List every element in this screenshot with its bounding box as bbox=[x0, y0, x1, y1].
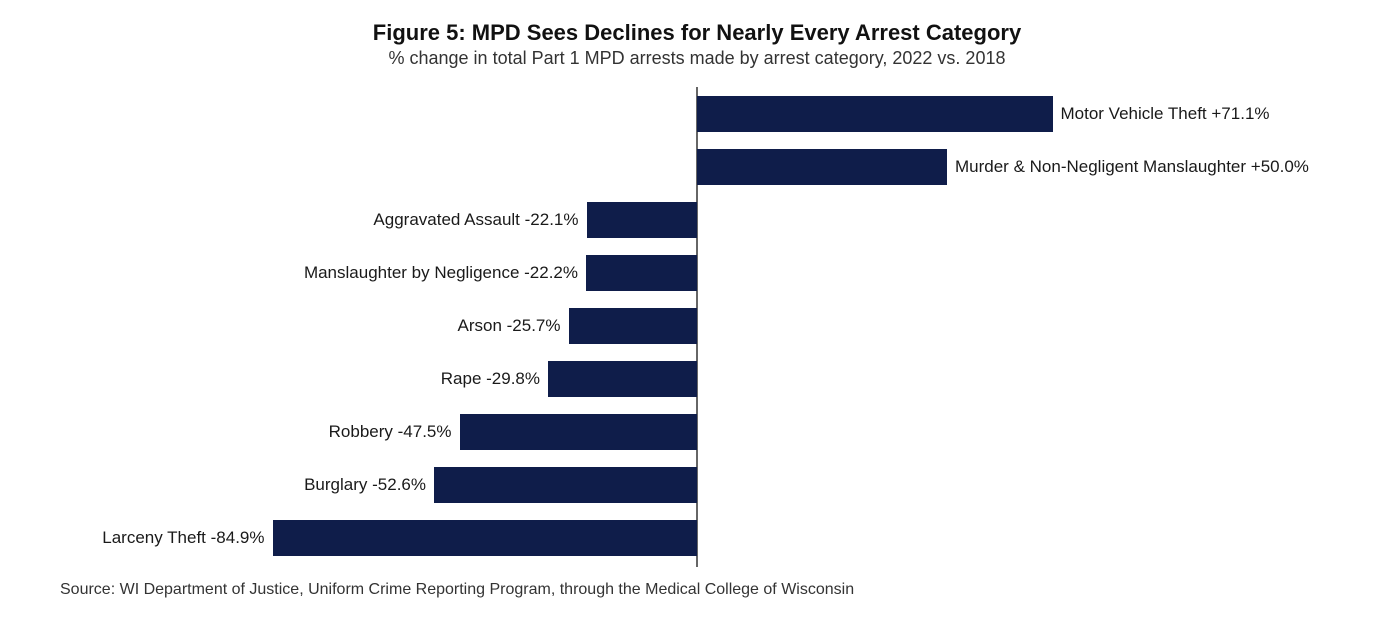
bar-row: Robbery -47.5% bbox=[197, 414, 1197, 450]
bar-label: Motor Vehicle Theft +71.1% bbox=[1061, 105, 1270, 122]
bar-label: Burglary -52.6% bbox=[304, 476, 426, 493]
bar-row: Arson -25.7% bbox=[197, 308, 1197, 344]
bar bbox=[697, 96, 1053, 132]
bar-row: Motor Vehicle Theft +71.1% bbox=[197, 96, 1197, 132]
bar-value: -29.8% bbox=[481, 369, 540, 388]
chart-source: Source: WI Department of Justice, Unifor… bbox=[60, 581, 1334, 599]
bar-category: Aggravated Assault bbox=[373, 210, 519, 229]
bar-value: +71.1% bbox=[1207, 104, 1270, 123]
bar-value: -22.1% bbox=[520, 210, 579, 229]
bar bbox=[273, 520, 698, 556]
bar-label: Larceny Theft -84.9% bbox=[102, 529, 264, 546]
bar-value: -22.2% bbox=[519, 263, 578, 282]
figure-5-chart: Figure 5: MPD Sees Declines for Nearly E… bbox=[0, 0, 1394, 627]
bar-row: Manslaughter by Negligence -22.2% bbox=[197, 255, 1197, 291]
chart-plot-area: Motor Vehicle Theft +71.1% Murder & Non-N… bbox=[197, 87, 1197, 567]
bar-value: -47.5% bbox=[393, 422, 452, 441]
bar-row: Aggravated Assault -22.1% bbox=[197, 202, 1197, 238]
bar-value: -84.9% bbox=[206, 528, 265, 547]
bar bbox=[587, 202, 698, 238]
bar bbox=[697, 149, 947, 185]
bar bbox=[460, 414, 698, 450]
bar-label: Robbery -47.5% bbox=[329, 423, 452, 440]
bar-category: Rape bbox=[441, 369, 482, 388]
bar-category: Burglary bbox=[304, 475, 367, 494]
bar-row: Larceny Theft -84.9% bbox=[197, 520, 1197, 556]
bar-category: Robbery bbox=[329, 422, 393, 441]
bar-row: Burglary -52.6% bbox=[197, 467, 1197, 503]
chart-subtitle: % change in total Part 1 MPD arrests mad… bbox=[60, 48, 1334, 69]
bar-category: Murder & Non-Negligent Manslaughter bbox=[955, 157, 1246, 176]
bar bbox=[569, 308, 698, 344]
bar-value: -25.7% bbox=[502, 316, 561, 335]
bar-row: Rape -29.8% bbox=[197, 361, 1197, 397]
bar-label: Arson -25.7% bbox=[457, 317, 560, 334]
bar-category: Motor Vehicle Theft bbox=[1061, 104, 1207, 123]
bar-value: +50.0% bbox=[1246, 157, 1309, 176]
bar-category: Larceny Theft bbox=[102, 528, 206, 547]
bar-value: -52.6% bbox=[367, 475, 426, 494]
bar-label: Aggravated Assault -22.1% bbox=[373, 211, 578, 228]
bar-category: Arson bbox=[457, 316, 501, 335]
bar-label: Manslaughter by Negligence -22.2% bbox=[304, 264, 578, 281]
bar bbox=[434, 467, 697, 503]
bar-row: Murder & Non-Negligent Manslaughter +50.… bbox=[197, 149, 1197, 185]
chart-title: Figure 5: MPD Sees Declines for Nearly E… bbox=[60, 20, 1334, 46]
bar-label: Rape -29.8% bbox=[441, 370, 540, 387]
bar-category: Manslaughter by Negligence bbox=[304, 263, 519, 282]
bar bbox=[548, 361, 697, 397]
bar bbox=[586, 255, 697, 291]
bar-label: Murder & Non-Negligent Manslaughter +50.… bbox=[955, 158, 1309, 175]
